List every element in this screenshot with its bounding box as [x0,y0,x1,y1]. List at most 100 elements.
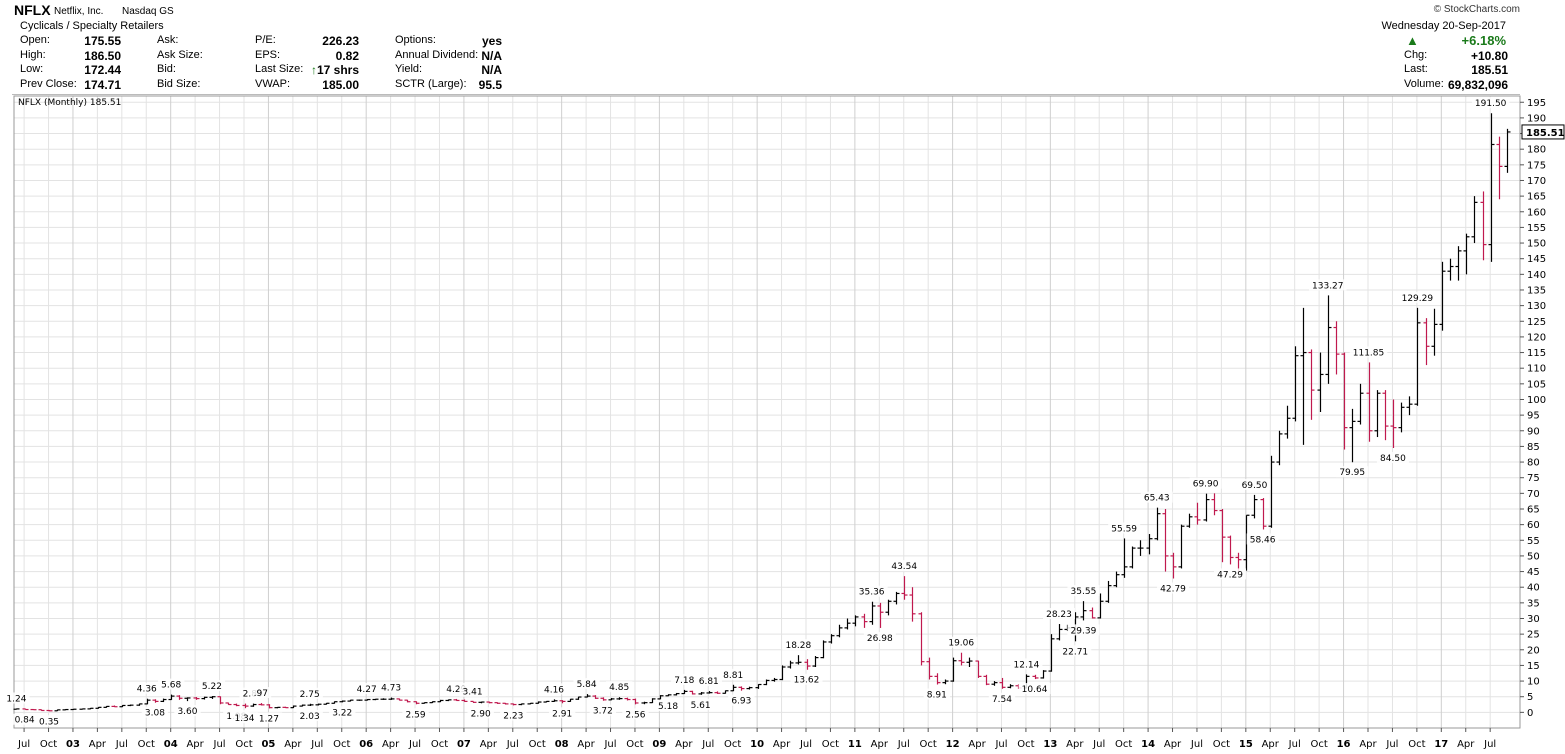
ohlc-bar [991,681,998,686]
y-tick-label: 75 [1527,473,1540,484]
data-label-text: 43.54 [891,562,917,572]
ohlc-bar [1268,455,1275,528]
ohlc-bar [274,706,281,709]
data-label: 29.39 [1067,624,1100,636]
data-label-text: 1.24 [6,694,26,704]
y-tick-label: 15 [1527,661,1540,672]
ohlc-bar [649,698,656,704]
data-label-bg [174,705,201,717]
y-tick-label: 35 [1527,598,1540,609]
data-label: 4.36 [133,682,160,695]
data-label: 2.91 [548,707,576,719]
data-label: 133.27 [1308,279,1347,291]
data-label-bg [728,694,755,706]
ohlc-bar [225,702,232,706]
x-tick-label: Jul [115,739,128,750]
quote-value: 95.5 [432,78,502,92]
data-label: 3.41 [459,685,486,698]
ohlc-bar [250,703,257,707]
y-tick-label: 100 [1527,395,1546,406]
ohlc-bar [1203,493,1210,522]
ohlc-bar [804,659,811,670]
ohlc-bar [13,708,20,710]
data-label: 2.75 [296,687,323,700]
x-tick-label: Jul [310,739,323,750]
data-label-bg [1214,568,1247,580]
x-tick-label: 10 [750,739,764,750]
ohlc-bar [347,699,354,702]
ohlc-bar [127,704,134,707]
y-tick-label: 0 [1527,708,1533,719]
ohlc-bar [1317,352,1324,413]
up-arrow-icon: ↑ [310,63,317,77]
ohlc-bar [290,705,297,709]
data-label-bg [923,688,951,700]
data-label-text: 10.64 [1022,685,1048,695]
ohlc-bar [176,695,183,700]
y-tick-label: 130 [1527,301,1546,312]
data-label-text: 35.55 [1071,587,1097,597]
data-label: 18.28 [782,639,815,651]
ohlc-bar [1300,307,1307,445]
ohlc-bar [30,708,37,711]
x-tick-label: Apr [675,739,693,750]
data-label-text: 69.90 [1193,480,1219,490]
data-label-text: 2.56 [625,710,645,720]
quote-value: 175.55 [51,34,121,48]
data-label-text: 28.23 [1046,610,1072,620]
ohlc-bar [681,689,688,695]
data-label-text: 2.90 [471,709,491,719]
y-tick-label: 145 [1527,254,1546,265]
ohlc-bar [453,698,460,702]
y-tick-label: 150 [1527,239,1546,250]
ohlc-bar [779,665,786,681]
x-tick-label: Oct [333,739,350,750]
x-tick-label: Apr [773,739,791,750]
x-tick-label: 06 [359,739,373,750]
data-label-bg [573,678,600,690]
ohlc-bar [632,698,639,705]
quote-label: Chg: [1404,48,1428,61]
quote-value: N/A [432,63,502,77]
ohlc-bar [429,701,436,704]
ohlc-bar [657,695,664,700]
data-label-text: 4.16 [544,685,564,695]
data-label-bg [589,704,617,716]
data-label-text: 4.73 [381,684,401,694]
ohlc-bar [698,692,705,695]
data-label: 1.34 [231,712,258,724]
data-label-text: 5.68 [161,681,181,691]
x-tick-label: Jul [408,739,421,750]
x-tick-label: Oct [431,739,448,750]
ohlc-bar [771,677,778,682]
data-label: 3.60 [174,705,201,717]
data-label: 2.23 [500,709,527,721]
series-label: NFLX (Monthly) 185.51 [18,98,121,108]
ohlc-bar [388,697,395,700]
ohlc-bar [372,698,379,701]
y-tick-label: 40 [1527,583,1540,594]
x-tick-label: Oct [920,739,937,750]
quote-label: Last: [1404,63,1428,75]
x-tick-label: 16 [1337,739,1351,750]
ohlc-bar [1251,494,1258,519]
data-label: 5.61 [687,698,714,711]
data-label-text: 4.29 [446,685,466,695]
data-label: 5.68 [157,678,185,691]
ohlc-bar [364,698,371,701]
ohlc-bar [1219,508,1226,563]
ohlc-bar [266,704,273,709]
data-label: 1.24 [3,692,30,704]
data-label: 65.43 [1140,491,1173,504]
data-label-text: 58.46 [1250,535,1276,545]
ohlc-bar [1488,113,1495,262]
ohlc-bar [836,624,843,638]
y-tick-label: 180 [1527,145,1546,156]
ohlc-bar [926,657,933,680]
ohlc-bar [584,694,591,698]
ohlc-bar [918,612,925,666]
y-tick-label: 50 [1527,551,1540,562]
quote-label: Volume: [1404,77,1444,90]
data-label-bg [198,680,226,692]
data-label-text: 3.72 [593,707,613,717]
